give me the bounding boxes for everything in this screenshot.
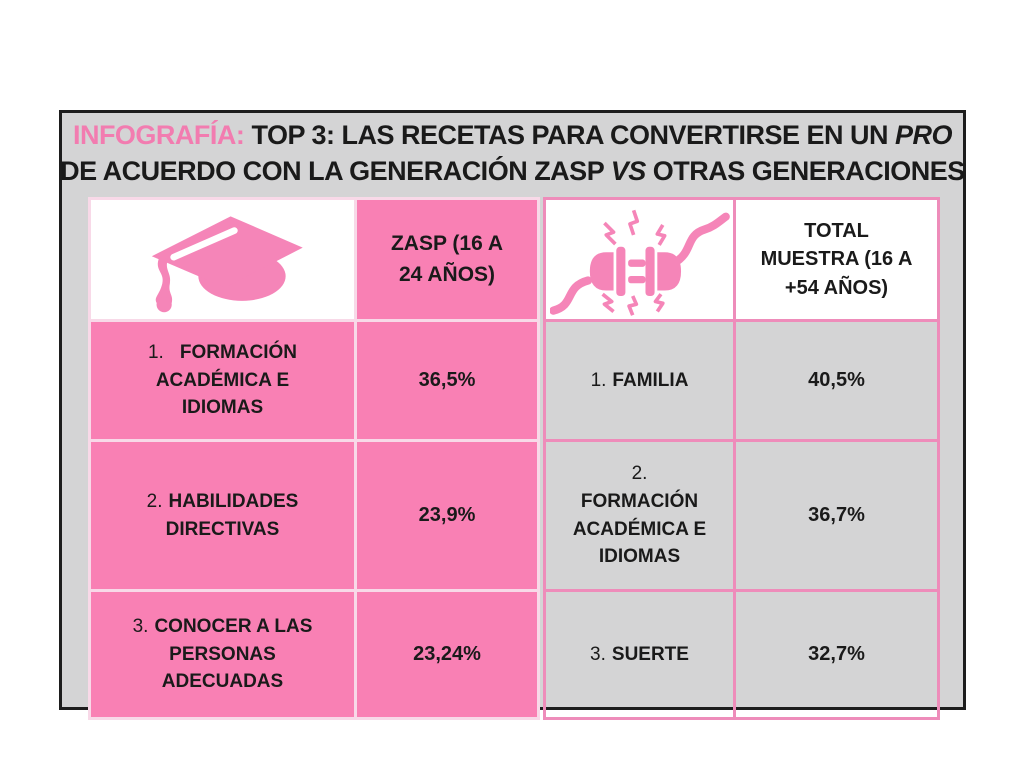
page-title: INFOGRAFÍA: TOP 3: LAS RECETAS PARA CONV… — [59, 118, 966, 189]
title-text-2: DE ACUERDO CON LA GENERACIÓN ZASP — [60, 155, 604, 186]
graduation-cap-icon — [91, 204, 354, 316]
title-line-1: INFOGRAFÍA: TOP 3: LAS RECETAS PARA CONV… — [59, 118, 966, 154]
total-row-2-label-cell: 2. FORMACIÓN ACADÉMICA E IDIOMAS — [543, 439, 736, 592]
total-rank-3-value: 32,7% — [733, 589, 940, 720]
zasp-row-3-label-cell: 3. CONOCER A LAS PERSONAS ADECUADAS — [88, 589, 357, 720]
title-line-2: DE ACUERDO CON LA GENERACIÓN ZASP VS OTR… — [59, 154, 966, 190]
rank-number: 2. — [146, 490, 163, 512]
total-row-3-label-cell: 3. SUERTE — [543, 589, 736, 720]
total-rank-1-label: FAMILIA — [612, 369, 689, 391]
zasp-rank-1-label: FORMACIÓN ACADÉMICA E IDIOMAS — [155, 342, 297, 419]
zasp-rank-3-value: 23,24% — [354, 589, 540, 720]
zasp-rank-2-value: 23,9% — [354, 439, 540, 592]
zasp-header-label: ZASP (16 A 24 AÑOS) — [390, 232, 504, 286]
disconnected-plug-icon — [546, 203, 733, 317]
rank-number: 3. — [132, 616, 149, 638]
zasp-rank-1-value: 36,5% — [354, 319, 540, 442]
zasp-rank-3-label: CONOCER A LAS PERSONAS ADECUADAS — [154, 616, 313, 693]
title-highlight: INFOGRAFÍA: — [72, 120, 245, 150]
zasp-row-1-label-cell: 1. FORMACIÓN ACADÉMICA E IDIOMAS — [88, 319, 357, 442]
total-header-cell: TOTAL MUESTRA (16 A +54 AÑOS) — [733, 197, 940, 322]
title-italic-vs: VS — [610, 155, 647, 186]
graduation-cap-cell — [88, 197, 357, 322]
title-text-3: OTRAS GENERACIONES — [652, 155, 966, 186]
title-italic-pro: PRO — [895, 120, 953, 150]
zasp-row-2-label-cell: 2. HABILIDADES DIRECTIVAS — [88, 439, 357, 592]
zasp-header-cell: ZASP (16 A 24 AÑOS) — [354, 197, 540, 322]
zasp-rank-2-label: HABILIDADES DIRECTIVAS — [165, 490, 299, 540]
rank-number: 1. — [590, 369, 607, 391]
disconnected-plug-cell — [543, 197, 736, 322]
total-header-label: TOTAL MUESTRA (16 A +54 AÑOS) — [760, 219, 913, 299]
total-rank-2-value: 36,7% — [733, 439, 940, 592]
total-rank-1-value: 40,5% — [733, 319, 940, 442]
title-text-1: TOP 3: LAS RECETAS PARA CONVERTIRSE EN U… — [251, 120, 889, 150]
rank-number: 3. — [590, 643, 606, 665]
total-row-1-label-cell: 1. FAMILIA — [543, 319, 736, 442]
rank-number: 2. — [631, 463, 648, 485]
total-sample-table: TOTAL MUESTRA (16 A +54 AÑOS) 1. FAMILIA … — [543, 197, 940, 720]
rank-number: 1. — [147, 342, 164, 364]
zasp-table: ZASP (16 A 24 AÑOS) 1. FORMACIÓN ACADÉMIC… — [88, 197, 540, 720]
total-rank-3-label: SUERTE — [611, 643, 689, 665]
total-rank-2-label: FORMACIÓN ACADÉMICA E IDIOMAS — [572, 490, 707, 568]
